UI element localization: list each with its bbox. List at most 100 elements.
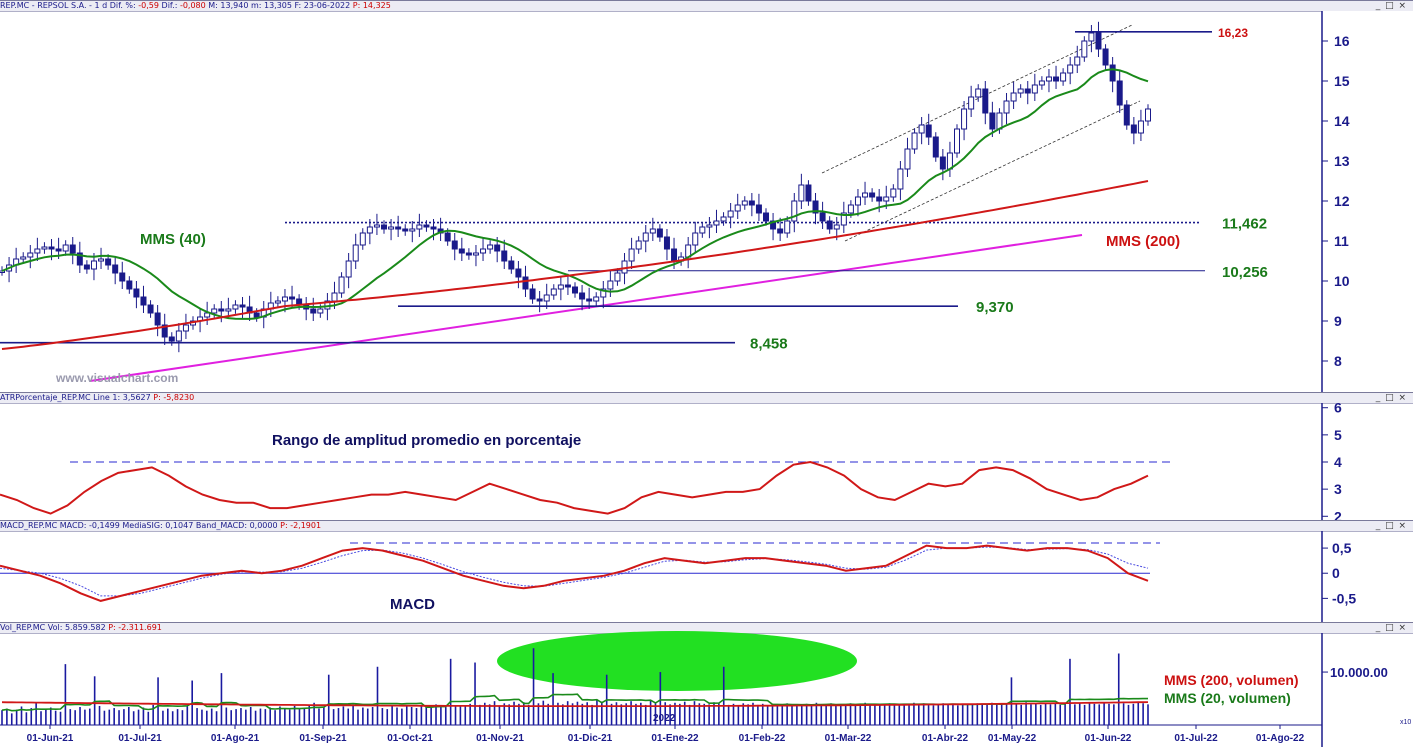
price-y-tick-label: 12 [1334, 193, 1350, 209]
candle-body [1031, 84, 1038, 94]
atr-panel-header: ATRPorcentaje_REP.MC Line 1: 3,5627 P: -… [0, 393, 1413, 404]
price-panel[interactable]: REP.MC - REPSOL S.A. - 1 d Dif. %: -0,59… [0, 0, 1413, 393]
mms200-line [1, 180, 1149, 350]
candle-body [1038, 80, 1045, 86]
volume-panel[interactable]: Vol_REP.MC Vol: 5.859.582 P: -2.311.691 … [0, 622, 1413, 747]
candle-body [487, 244, 494, 250]
x-tick-label: 01-May-22 [988, 733, 1037, 744]
atr-panel[interactable]: ATRPorcentaje_REP.MC Line 1: 3,5627 P: -… [0, 392, 1413, 521]
candle-body [352, 244, 359, 262]
macd-chart[interactable]: -0,5 0 0,5 MACD [0, 521, 1413, 623]
candle-body [90, 260, 97, 270]
candle-body [1074, 56, 1081, 66]
mms200-label: MMS (200) [1106, 233, 1180, 250]
candle-body [925, 124, 932, 138]
candle-body [791, 200, 798, 222]
candle-body [508, 260, 515, 270]
candle-body [1123, 104, 1130, 126]
price-y-tick-label: 9 [1334, 313, 1342, 329]
candle-body [996, 112, 1003, 130]
candle-body [876, 196, 883, 202]
price-y-tick-label: 8 [1334, 353, 1342, 369]
candle-body [331, 292, 338, 302]
candle-body [911, 132, 918, 150]
macd-window-buttons[interactable]: _ □ × [1375, 521, 1407, 531]
candle-body [168, 336, 175, 342]
vol-mms20-label: MMS (20, volumen) [1164, 690, 1291, 706]
candle-body [607, 280, 614, 290]
candle-body [281, 296, 288, 302]
candle-body [763, 212, 769, 222]
atr-line [0, 460, 1149, 515]
macd-y-tick-label: -0,5 [1332, 590, 1356, 606]
macd-header-prefix: MACD_REP.MC MACD: -0,1499 MediaSIG: 0,10… [0, 521, 281, 530]
candle-body [748, 200, 755, 206]
candle-body [1116, 80, 1123, 106]
price-y-tick-label: 16 [1334, 33, 1350, 49]
candle-body [770, 220, 777, 230]
candle-body [225, 308, 232, 312]
macd-title: MACD [390, 596, 435, 613]
atr-y-tick-label: 5 [1334, 427, 1342, 443]
candle-body [274, 300, 281, 304]
vol-window-buttons[interactable]: _ □ × [1375, 623, 1407, 633]
atr-y-tick-label: 3 [1334, 481, 1342, 497]
level-label: 16,23 [1218, 26, 1248, 40]
candle-body [388, 226, 395, 230]
candle-body [656, 228, 663, 238]
macd-header-p: P: -2,1901 [280, 521, 322, 530]
candle-body [133, 288, 140, 298]
candle-body [692, 232, 699, 246]
atr-window-buttons[interactable]: _ □ × [1375, 393, 1407, 403]
channel-lower [844, 100, 1141, 242]
candle-body [239, 304, 246, 308]
atr-header-prefix: ATRPorcentaje_REP.MC Line 1: 3,5627 [0, 393, 154, 402]
macd-panel[interactable]: MACD_REP.MC MACD: -0,1499 MediaSIG: 0,10… [0, 520, 1413, 623]
candle-body [529, 288, 536, 300]
atr-chart[interactable]: 2 3 4 5 6 Rango de amplitud promedio en porce… [0, 393, 1413, 521]
candle-body [975, 88, 982, 98]
candle-body [359, 232, 366, 246]
candle-body [904, 148, 911, 170]
candle-body [954, 128, 960, 154]
price-y-tick-label: 15 [1334, 73, 1350, 89]
candle-body [211, 308, 218, 314]
vol-header-prefix: Vol_REP.MC Vol: 5.859.582 [0, 623, 109, 632]
x-tick-label: 01-Jun-21 [27, 733, 74, 744]
candle-body [34, 248, 41, 254]
candle-body [671, 248, 678, 262]
candle-body [699, 226, 706, 234]
candle-body [635, 240, 642, 250]
x-tick-label: 01-Jul-22 [1174, 733, 1218, 744]
candle-body [932, 136, 939, 158]
price-header-prefix: REP.MC - REPSOL S.A. - 1 d Dif. %: [0, 1, 139, 10]
x-tick-label: 01-Feb-22 [739, 733, 786, 744]
price-window-buttons[interactable]: _ □ × [1375, 1, 1407, 11]
candle-body [232, 304, 239, 310]
candle-body [20, 256, 27, 260]
vol-y-tick-label: 10.000.00 [1330, 665, 1388, 680]
magenta-trendline [89, 234, 1083, 382]
candle-body [713, 220, 720, 226]
candle-body [423, 224, 430, 228]
mms40-line [1, 68, 1149, 320]
candle-body [777, 228, 784, 234]
candle-body [798, 184, 805, 202]
candle-body [416, 224, 423, 230]
candle-body [98, 258, 105, 262]
candle-body [289, 296, 296, 300]
candle-body [182, 324, 189, 332]
candle-body [522, 276, 529, 290]
candle-body [1102, 48, 1109, 66]
candle-body [62, 244, 69, 252]
candle-body [727, 210, 734, 218]
price-chart[interactable]: 8 9 10 11 12 13 14 15 16 16,23 11,462 10,256 9,370 8,… [0, 1, 1413, 393]
volume-chart[interactable]: 10.000.00 01-Jun-21 01-Jul-21 01-Ago-21 01-S… [0, 623, 1413, 747]
candle-body [706, 224, 713, 228]
candle-body [381, 224, 387, 230]
channel-upper [821, 24, 1133, 174]
candle-body [982, 88, 989, 114]
candle-body [317, 308, 324, 314]
x-tick-label: 01-Ene-22 [651, 733, 699, 744]
price-header-difpct: -0,59 [138, 1, 159, 10]
